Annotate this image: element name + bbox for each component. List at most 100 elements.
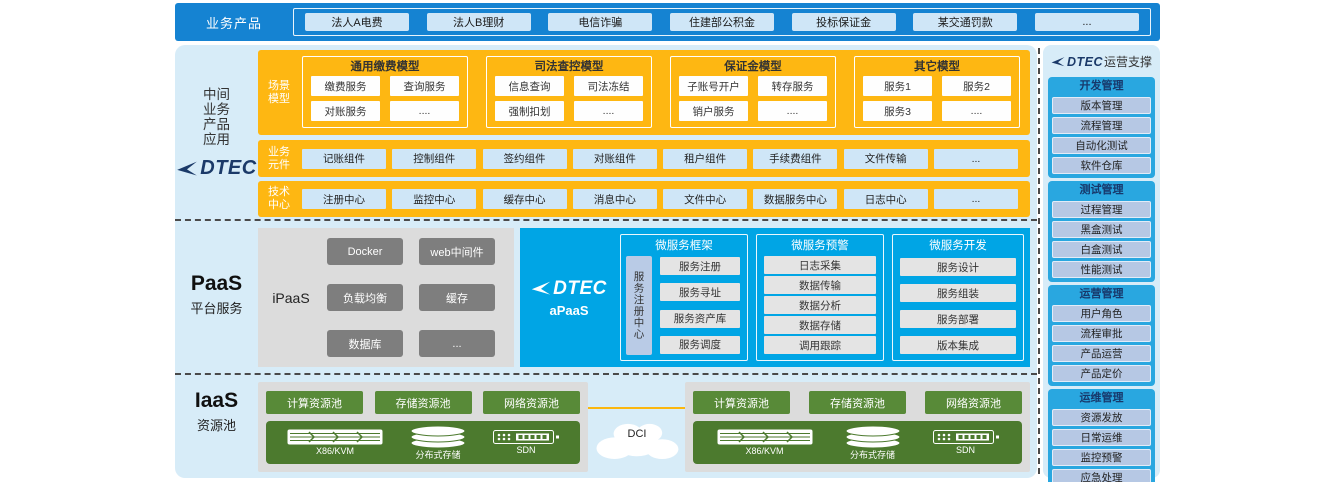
section-title: 运营管理 <box>1079 288 1124 300</box>
microservice-alert-column: 微服务预警 日志采集 数据传输 数据分析 数据存储 调用跟踪 <box>756 234 884 361</box>
ipaas-service-box: ... <box>419 330 495 357</box>
hardware-label: X86/KVM <box>315 446 355 456</box>
model-service-box: 司法冻结 <box>574 76 643 96</box>
section-items: 资源发放 日常运维 监控预警 应急处理 <box>1052 409 1151 482</box>
component-box: 控制组件 <box>392 148 477 169</box>
hardware-label: SDN <box>955 445 975 455</box>
model-service-box: .... <box>758 101 827 121</box>
sidebar-item-box: 版本管理 <box>1052 97 1151 114</box>
hardware-label: 分布式存储 <box>849 450 895 460</box>
sidebar-item-box: 黑盒测试 <box>1052 221 1151 238</box>
hardware-label: X86/KVM <box>745 446 784 456</box>
microservice-box: 版本集成 <box>900 336 1016 354</box>
main-panel: 中间 业务 产品 应用 DTEC 场景模型 通用缴费模型 缴费服务 查询服务 对账服… <box>175 45 1037 478</box>
middle-label-line: 中间 <box>203 87 230 102</box>
column-title: 微服务开发 <box>929 240 987 252</box>
middle-label-line: 应用 <box>203 132 230 147</box>
ipaas-service-box: Docker <box>327 238 403 265</box>
sidebar-item-box: 监控预警 <box>1052 449 1151 466</box>
hardware-item: 分布式存储 <box>409 425 467 460</box>
brand-text: DTEC <box>553 277 607 299</box>
resource-pools: 计算资源池 存储资源池 网络资源池 <box>693 391 1022 414</box>
microservice-box: 服务设计 <box>900 258 1016 276</box>
resource-cluster-right: 计算资源池 存储资源池 网络资源池 X86/KVM <box>685 382 1030 472</box>
microservice-box: 数据传输 <box>764 276 876 294</box>
sidebar-item-box: 自动化测试 <box>1052 137 1151 154</box>
server-rack-icon <box>717 429 812 445</box>
scene-model-row: 场景模型 通用缴费模型 缴费服务 查询服务 对账服务.... 司法查控模型 信息查询… <box>258 50 1030 135</box>
product-box: ... <box>1034 13 1139 31</box>
component-box: 文件传输 <box>843 148 928 169</box>
sidebar-item-box: 白盒测试 <box>1052 241 1151 258</box>
product-box: 某交通罚款 <box>913 13 1018 31</box>
alert-items: 日志采集 数据传输 数据分析 数据存储 调用跟踪 <box>762 254 878 355</box>
tech-center-row: 技术中心 注册中心 监控中心 缓存中心 消息中心 文件中心 数据服务中心 日志中心... <box>258 181 1030 217</box>
microservice-box: 调用跟踪 <box>764 336 876 354</box>
sidebar-divider <box>1038 48 1040 474</box>
model-title: 司法查控模型 <box>534 61 604 73</box>
tech-centers: 注册中心 监控中心 缓存中心 消息中心 文件中心 数据服务中心 日志中心... <box>296 181 1030 217</box>
resource-cluster-left: 计算资源池 存储资源池 网络资源池 X86/KVM <box>258 382 588 472</box>
column-title: 微服务框架 <box>655 240 713 252</box>
ipaas-service-box: 数据库 <box>327 330 403 357</box>
model-box-deposit: 保证金模型 子账号开户 转存服务 销户服务.... <box>670 56 836 128</box>
framework-items: 服务注册 服务寻址 服务资产库 服务调度 <box>658 256 742 355</box>
hardware-item: SDN <box>493 430 559 455</box>
middle-business-label: 中间 业务 产品 应用 <box>175 87 258 147</box>
section-title: 运维管理 <box>1079 392 1124 404</box>
model-service-box: 服务2 <box>942 76 1011 96</box>
paas-section-label: PaaS 平台服务 <box>175 273 258 317</box>
model-box-general-payment: 通用缴费模型 缴费服务 查询服务 对账服务.... <box>302 56 468 128</box>
component-box: 租户组件 <box>663 148 748 169</box>
section-items: 过程管理 黑盒测试 白盒测试 性能测试 <box>1052 201 1151 278</box>
ipaas-label: iPaaS <box>272 289 310 306</box>
sidebar-section-dev: 开发管理 版本管理 流程管理 自动化测试 软件仓库 <box>1048 77 1155 178</box>
business-products-label: 业务产品 <box>205 15 262 31</box>
microservice-dev-column: 微服务开发 服务设计服务组装服务部署版本集成 <box>892 234 1024 361</box>
dtec-logo: DTEC <box>175 157 258 183</box>
framework-body: 服务注册中心 服务注册 服务寻址 服务资产库 服务调度 <box>626 254 742 355</box>
brand-arrow-icon <box>531 281 551 295</box>
brand-arrow-icon <box>1051 56 1065 66</box>
resource-pools: 计算资源池 存储资源池 网络资源池 <box>266 391 580 414</box>
resource-pool-box: 计算资源池 <box>266 391 363 414</box>
component-box: 记账组件 <box>302 148 386 169</box>
scene-models: 通用缴费模型 缴费服务 查询服务 对账服务.... 司法查控模型 信息查询 司法冻结强… <box>296 50 1030 135</box>
resource-pool-box: 网络资源池 <box>483 391 580 414</box>
sidebar-section-test: 测试管理 过程管理 黑盒测试 白盒测试 性能测试 <box>1048 181 1155 282</box>
sidebar-item-box: 流程管理 <box>1052 117 1151 134</box>
dtec-logo: DTEC <box>1051 55 1103 69</box>
model-service-box: 信息查询 <box>495 76 564 96</box>
sidebar-item-box: 用户角色 <box>1052 305 1151 322</box>
network-switch-icon <box>932 430 999 444</box>
product-box: 法人B理财 <box>426 13 531 31</box>
section-title: 开发管理 <box>1079 80 1124 92</box>
microservice-box: 服务部署 <box>900 310 1016 328</box>
dtec-logo: DTEC <box>531 278 607 300</box>
component-box: ... <box>933 148 1018 169</box>
resource-pool-box: 存储资源池 <box>374 391 472 414</box>
sidebar-item-box: 应急处理 <box>1052 469 1151 482</box>
middle-label-line: 产品 <box>203 117 230 132</box>
tech-center-label: 技术中心 <box>268 186 290 211</box>
model-service-box: .... <box>942 101 1011 121</box>
iaas-subtitle: 资源池 <box>196 418 236 433</box>
dtec-logo-mark: DTEC <box>176 157 256 180</box>
microservice-box: 服务资产库 <box>660 309 740 328</box>
sidebar-item-box: 产品运营 <box>1052 345 1151 362</box>
model-box-judicial: 司法查控模型 信息查询 司法冻结 强制扣划.... <box>486 56 652 128</box>
service-registry-center: 服务注册中心 <box>626 256 652 355</box>
model-service-box: 对账服务 <box>311 101 380 121</box>
storage-array-icon <box>410 425 466 449</box>
sidebar-section-maintenance: 运维管理 资源发放 日常运维 监控预警 应急处理 <box>1048 389 1155 482</box>
model-service-box: 服务3 <box>863 101 932 121</box>
tech-center-box: 文件中心 <box>663 189 748 209</box>
ipaas-service-box: web中间件 <box>419 238 495 265</box>
dci-connector-line <box>588 407 685 409</box>
paas-subtitle: 平台服务 <box>190 301 243 316</box>
model-title: 通用缴费模型 <box>350 61 420 73</box>
microservice-box: 服务组装 <box>900 284 1016 302</box>
hardware-item: SDN <box>932 430 999 455</box>
microservice-box: 服务注册 <box>660 257 740 275</box>
sidebar-section-operation: 运营管理 用户角色 流程审批 产品运营 产品定价 <box>1048 285 1155 386</box>
